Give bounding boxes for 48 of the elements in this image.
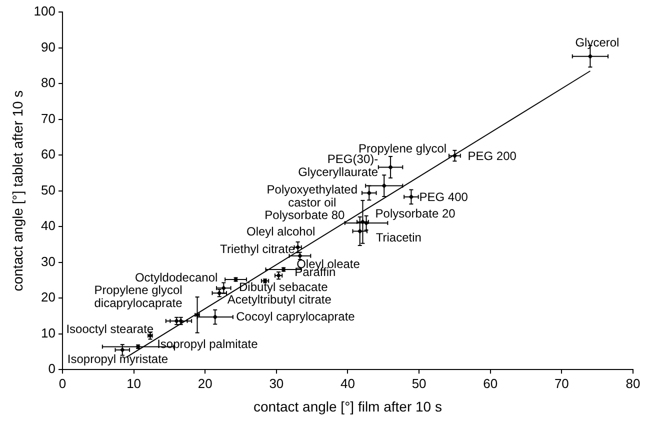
- point: [120, 347, 125, 352]
- annotation: Cocoyl caprylocaprate: [236, 309, 356, 324]
- point: [221, 286, 226, 291]
- annotation: Isooctyl stearate: [66, 322, 154, 336]
- x-tick-label: 40: [340, 376, 355, 391]
- annotation: Triethyl citrate: [220, 242, 296, 256]
- point: [382, 183, 387, 188]
- annotation: Isopropyl palmitate: [157, 337, 258, 352]
- y-axis-title: contact angle [°] tablet after 10 s: [9, 90, 26, 292]
- y-tick-label: 10: [41, 325, 56, 340]
- point: [452, 153, 458, 158]
- annotation: Polyoxyethylated castor oil: [266, 182, 358, 210]
- y-tick-label: 100: [34, 4, 56, 19]
- y-tick-label: 90: [41, 39, 56, 54]
- annotation: Propylene glycol: [358, 142, 447, 156]
- annotation: Octyldodecanol: [134, 270, 218, 284]
- annotation: Polysorbate 80: [264, 208, 346, 222]
- y-tick-label: 60: [41, 146, 56, 162]
- annotation: Oleyl alcohol: [246, 224, 316, 239]
- x-tick-label: 0: [58, 376, 66, 391]
- annotation: Polysorbate 20: [375, 206, 456, 220]
- point: [357, 228, 362, 234]
- annotation: PEG 400: [419, 190, 468, 204]
- x-tick-label: 50: [412, 376, 426, 391]
- x-tick-label: 20: [198, 376, 212, 391]
- point: [360, 219, 366, 224]
- annotation: PEG 200: [468, 149, 517, 164]
- point: [588, 54, 593, 59]
- y-tick-label: 20: [41, 290, 56, 305]
- point: [388, 164, 394, 170]
- y-tick-label: 30: [41, 254, 56, 269]
- x-tick-label: 70: [554, 376, 569, 391]
- annotation: Isopropyl myristate: [67, 352, 168, 366]
- x-tick-label: 80: [626, 376, 640, 391]
- y-tick-label: 70: [41, 110, 56, 126]
- y-tick-label: 80: [41, 75, 56, 90]
- y-tick-label: 50: [41, 182, 56, 198]
- annotation: Dibutyl sebacate: [239, 280, 328, 294]
- x-tick-label: 30: [269, 376, 284, 391]
- x-tick-label: 10: [126, 376, 142, 391]
- y-tick-label: 0: [48, 361, 56, 376]
- annotation: Propylene glycol dicaprylocaprate: [94, 283, 183, 310]
- x-tick-label: 60: [483, 376, 498, 391]
- annotation: Acetyltributyl citrate: [227, 292, 332, 306]
- annotation: Glycerol: [575, 36, 620, 50]
- x-axis-title: contact angle [°] film after 10 s: [254, 398, 442, 414]
- y-tick-label: 40: [41, 218, 56, 234]
- annotation: Triacetin: [376, 230, 422, 245]
